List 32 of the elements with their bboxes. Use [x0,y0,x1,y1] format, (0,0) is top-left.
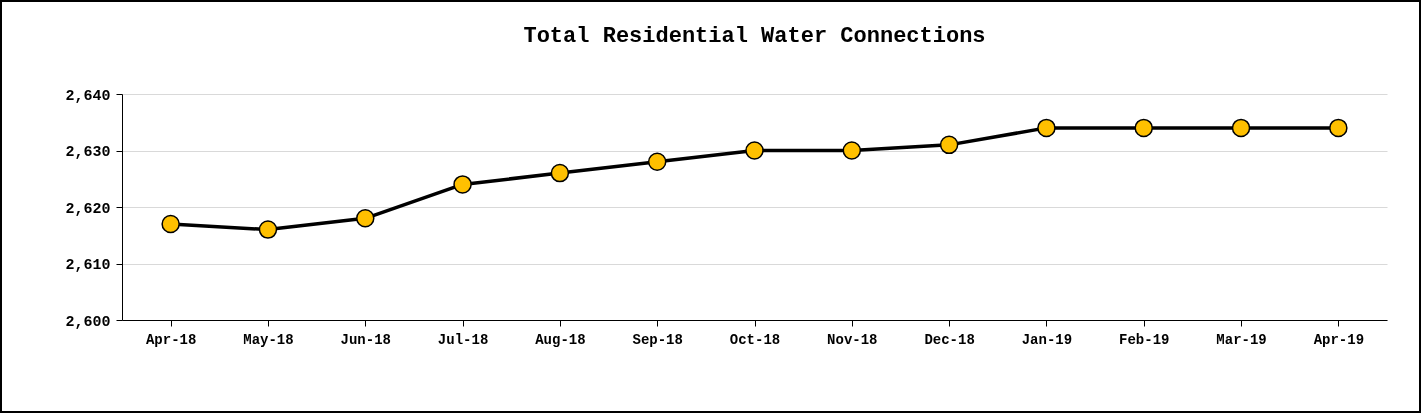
x-tick-label: Nov-18 [827,331,878,348]
point [939,135,959,155]
y-tick-label: 2,620 [65,200,111,218]
point [453,175,472,194]
point [356,209,375,228]
point [647,152,667,172]
x-tick-label: Jan-19 [1021,331,1073,348]
x-tick-label: Dec-18 [924,331,975,348]
x-tick-label: Jun-18 [340,331,391,348]
chart-title: Total Residential Water Connections [523,24,986,49]
point [1134,118,1153,138]
point [550,163,570,183]
y-tick-label: 2,610 [65,257,111,274]
point [745,141,764,160]
x-tick-label: Jul-18 [437,331,489,348]
point [1231,118,1251,138]
x-tick-label: Apr-18 [145,331,197,348]
x-tick-label: Apr-19 [1313,331,1365,348]
x-tick-label: Sep-18 [632,331,683,348]
y-tick-label: 2,640 [65,87,111,105]
point [161,214,180,234]
x-tick-label: Mar-19 [1216,331,1267,348]
x-tick-label: Aug-18 [535,331,586,348]
point [842,141,862,160]
point [1329,118,1348,138]
y-tick-label: 2,630 [65,144,111,161]
x-tick-label: Oct-18 [729,331,781,348]
point [1037,118,1056,138]
y-tick-label: 2,600 [65,313,111,331]
point [258,220,278,239]
x-tick-label: May-18 [243,331,294,348]
x-tick-label: Feb-19 [1119,331,1170,348]
